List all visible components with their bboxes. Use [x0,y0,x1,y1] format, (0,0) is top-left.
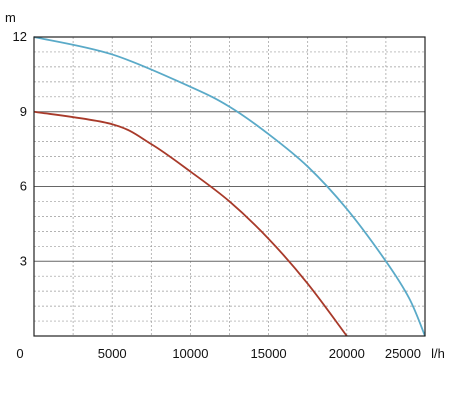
x-axis-tick-labels: 0 5000 10000 15000 20000 25000 [16,346,421,361]
y-tick-label: 6 [20,179,27,194]
y-tick-label: 3 [20,253,27,268]
series-line-2 [33,110,348,337]
series-line-1 [33,36,426,337]
x-tick-label: 25000 [385,346,421,361]
x-tick-label: 5000 [98,346,127,361]
y-axis-unit-label: m [5,10,16,25]
x-tick-label: 15000 [251,346,287,361]
minor-grid [34,37,425,336]
y-axis-tick-labels: 3 6 9 12 [13,29,27,268]
x-tick-label: 20000 [329,346,365,361]
series-layer [33,36,426,337]
x-tick-label: 0 [16,346,23,361]
y-tick-label: 9 [20,104,27,119]
plot-frame [33,36,426,337]
y-tick-label: 12 [13,29,27,44]
x-tick-label: 10000 [172,346,208,361]
x-axis-unit-label: l/h [431,346,445,361]
major-grid [34,111,425,262]
